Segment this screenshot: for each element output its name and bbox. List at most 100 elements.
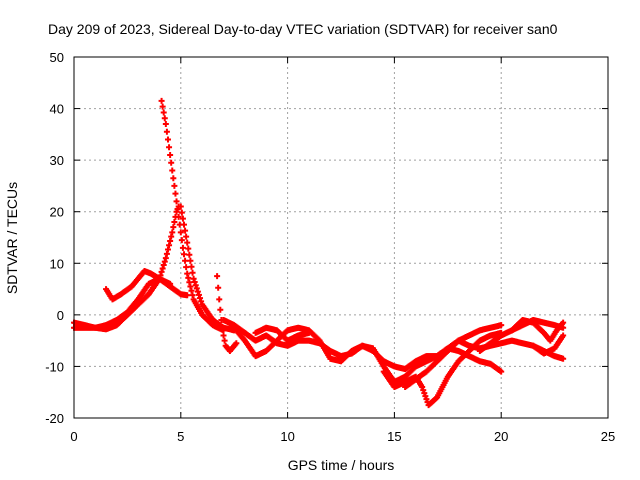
data-point — [183, 233, 190, 240]
data-point — [164, 136, 171, 143]
data-point — [169, 167, 176, 174]
data-point — [182, 227, 189, 234]
data-point — [560, 319, 567, 326]
data-point — [189, 269, 196, 276]
data-point — [193, 285, 200, 292]
data-point — [187, 283, 194, 290]
y-tick-labels: -20 -10 0 10 20 30 40 50 — [45, 50, 64, 426]
data-point — [195, 291, 202, 298]
data-point — [305, 329, 312, 336]
data-point — [560, 324, 567, 331]
data-point — [177, 229, 184, 236]
data-point — [166, 242, 173, 249]
data-point — [498, 368, 505, 375]
data-point — [175, 213, 182, 220]
data-point — [194, 288, 201, 295]
data-point — [181, 221, 188, 228]
x-tick-label: 15 — [387, 429, 401, 444]
data-point — [182, 257, 189, 264]
data-point — [172, 190, 179, 197]
data-point — [163, 128, 170, 135]
data-point — [162, 255, 169, 262]
data-point — [217, 306, 224, 313]
data-point — [169, 229, 176, 236]
data-point — [168, 159, 175, 166]
y-tick-label: 20 — [50, 205, 64, 220]
data-point — [191, 278, 198, 285]
data-point — [177, 203, 184, 210]
data-point — [198, 298, 205, 305]
data-point — [423, 396, 430, 403]
data-point — [186, 251, 193, 258]
data-point — [159, 103, 166, 110]
data-point — [184, 270, 191, 277]
data-point — [167, 151, 174, 158]
data-point — [161, 258, 168, 265]
data-point — [171, 182, 178, 189]
y-tick-label: 10 — [50, 256, 64, 271]
data-point — [214, 273, 221, 280]
series-track-f — [214, 273, 240, 354]
data-point — [179, 215, 186, 222]
data-point — [181, 251, 188, 258]
data-point — [220, 332, 227, 339]
y-axis-title: SDTVAR / TECUs — [4, 182, 20, 294]
grid-layer — [74, 57, 608, 418]
series-track-m — [508, 317, 567, 334]
data-point — [159, 265, 166, 272]
data-point — [168, 233, 175, 240]
data-point — [560, 355, 567, 362]
series-track-c — [103, 268, 174, 303]
chart-title: Day 209 of 2023, Sidereal Day-to-day VTE… — [48, 21, 558, 37]
data-point — [188, 287, 195, 294]
data-point — [187, 257, 194, 264]
data-point — [166, 144, 173, 151]
data-point — [186, 279, 193, 286]
data-point — [174, 206, 181, 213]
data-point — [178, 209, 185, 216]
series-track-k — [402, 322, 505, 391]
x-tick-label: 20 — [494, 429, 508, 444]
data-point — [160, 109, 167, 116]
series-track-j — [380, 329, 505, 409]
data-point — [188, 263, 195, 270]
data-point — [185, 274, 192, 281]
data-point — [421, 390, 428, 397]
data-point — [164, 246, 171, 253]
series-layer — [71, 97, 567, 409]
x-axis-title: GPS time / hours — [288, 457, 395, 473]
data-point — [192, 282, 199, 289]
y-tick-label: 0 — [57, 308, 64, 323]
data-point — [170, 175, 177, 182]
data-point — [197, 295, 204, 302]
data-point — [219, 324, 226, 331]
data-point — [162, 121, 169, 128]
data-point — [183, 264, 190, 271]
data-point — [215, 284, 222, 291]
data-point — [422, 393, 429, 400]
data-point — [173, 198, 180, 205]
data-point — [171, 219, 178, 226]
x-tick-labels: 0 5 10 15 20 25 — [70, 429, 615, 444]
data-point — [160, 262, 167, 269]
data-point — [190, 275, 197, 282]
data-point — [158, 97, 165, 104]
x-tick-label: 5 — [177, 429, 184, 444]
y-tick-label: 30 — [50, 153, 64, 168]
tick-layer — [73, 56, 609, 419]
series-track-i — [252, 324, 312, 344]
series-track-n — [530, 332, 567, 357]
y-tick-label: -10 — [45, 359, 64, 374]
y-tick-label: 50 — [50, 50, 64, 65]
data-point — [185, 245, 192, 252]
data-point — [221, 337, 228, 344]
data-point — [419, 384, 426, 391]
data-point — [167, 280, 174, 287]
series-track-d — [158, 97, 227, 334]
data-point — [216, 296, 223, 303]
data-point — [179, 244, 186, 251]
data-point — [163, 250, 170, 257]
x-tick-label: 10 — [280, 429, 294, 444]
data-point — [498, 322, 505, 329]
data-point — [560, 332, 567, 339]
